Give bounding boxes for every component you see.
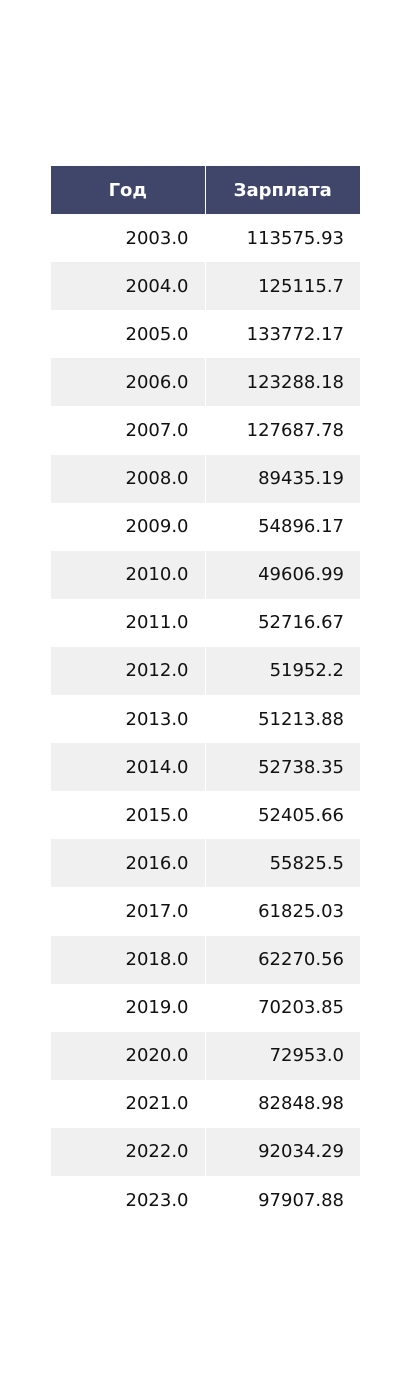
table-row: 2011.0 52716.67 [51,598,360,647]
table-row: 2022.0 92034.29 [51,1127,360,1176]
salary-cell: 54896.17 [205,502,360,551]
column-divider [204,983,206,1032]
salary-cell: 62270.56 [205,935,360,984]
column-divider [204,454,206,503]
table-row: 2015.0 52405.66 [51,791,360,840]
table-row: 2023.0 97907.88 [51,1175,360,1225]
salary-cell: 123288.18 [205,358,360,407]
year-cell: 2006.0 [51,358,205,407]
column-divider [204,502,206,551]
table-header-row: Год Зарплата [51,166,360,215]
table-row: 2010.0 49606.99 [51,550,360,599]
year-cell: 2014.0 [51,743,205,792]
column-header-year: Год [51,166,205,215]
year-cell: 2016.0 [51,839,205,888]
salary-cell: 52738.35 [205,743,360,792]
column-divider [204,1127,206,1176]
table-row: 2008.0 89435.19 [51,454,360,503]
salary-cell: 72953.0 [205,1031,360,1080]
column-divider [204,743,206,792]
year-cell: 2020.0 [51,1031,205,1080]
year-cell: 2013.0 [51,695,205,744]
salary-cell: 97907.88 [205,1175,360,1225]
salary-cell: 61825.03 [205,887,360,936]
column-divider [204,839,206,888]
salary-cell: 52405.66 [205,791,360,840]
table-row: 2003.0 113575.93 [51,214,360,263]
salary-cell: 70203.85 [205,983,360,1032]
year-cell: 2007.0 [51,406,205,455]
column-divider [204,695,206,744]
year-cell: 2010.0 [51,550,205,599]
table-row: 2018.0 62270.56 [51,935,360,984]
column-divider [204,1175,206,1225]
column-divider [204,166,206,215]
salary-cell: 51952.2 [205,646,360,696]
salary-cell: 113575.93 [205,214,360,263]
table-row: 2007.0 127687.78 [51,406,360,455]
salary-cell: 125115.7 [205,262,360,311]
table-row: 2019.0 70203.85 [51,983,360,1032]
column-divider [204,310,206,359]
table-row: 2012.0 51952.2 [51,646,360,696]
year-cell: 2008.0 [51,454,205,503]
salary-cell: 55825.5 [205,839,360,888]
column-header-salary: Зарплата [205,166,360,215]
column-divider [204,550,206,599]
year-cell: 2009.0 [51,502,205,551]
year-cell: 2004.0 [51,262,205,311]
column-divider [204,646,206,696]
year-cell: 2012.0 [51,646,205,696]
salary-cell: 52716.67 [205,598,360,647]
year-cell: 2003.0 [51,214,205,263]
year-cell: 2018.0 [51,935,205,984]
table-row: 2004.0 125115.7 [51,262,360,311]
salary-cell: 92034.29 [205,1127,360,1176]
table-body: 2003.0 113575.93 2004.0 125115.7 2005.0 13377… [51,214,360,1225]
table-row: 2014.0 52738.35 [51,743,360,792]
table-row: 2005.0 133772.17 [51,310,360,359]
year-cell: 2015.0 [51,791,205,840]
column-divider [204,791,206,840]
year-cell: 2017.0 [51,887,205,936]
year-cell: 2021.0 [51,1079,205,1128]
column-divider [204,887,206,936]
table-row: 2006.0 123288.18 [51,358,360,407]
column-divider [204,598,206,647]
data-table: Год Зарплата 2003.0 113575.93 2004.0 125115… [51,166,360,1225]
salary-cell: 51213.88 [205,695,360,744]
column-divider [204,262,206,311]
salary-cell: 89435.19 [205,454,360,503]
year-cell: 2005.0 [51,310,205,359]
table-row: 2016.0 55825.5 [51,839,360,888]
column-divider [204,358,206,407]
column-divider [204,214,206,263]
table-row: 2009.0 54896.17 [51,502,360,551]
column-divider [204,406,206,455]
table-row: 2020.0 72953.0 [51,1031,360,1080]
year-cell: 2011.0 [51,598,205,647]
column-divider [204,1079,206,1128]
column-divider [204,935,206,984]
column-divider [204,1031,206,1080]
year-cell: 2022.0 [51,1127,205,1176]
salary-cell: 127687.78 [205,406,360,455]
table-row: 2013.0 51213.88 [51,695,360,744]
year-cell: 2019.0 [51,983,205,1032]
salary-cell: 82848.98 [205,1079,360,1128]
table-row: 2021.0 82848.98 [51,1079,360,1128]
table-row: 2017.0 61825.03 [51,887,360,936]
salary-cell: 133772.17 [205,310,360,359]
salary-cell: 49606.99 [205,550,360,599]
year-cell: 2023.0 [51,1175,205,1225]
